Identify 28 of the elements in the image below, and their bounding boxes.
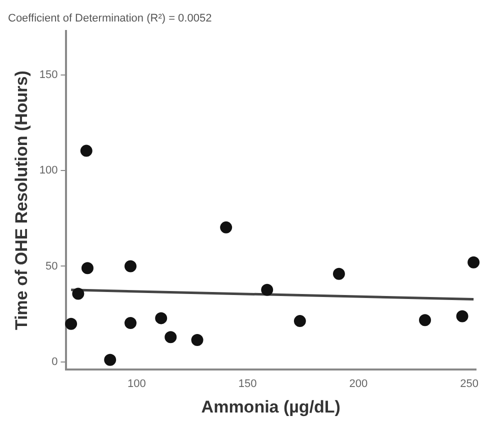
x-axis-title: Ammonia (µg/dL) bbox=[201, 397, 340, 416]
point bbox=[294, 315, 306, 328]
point bbox=[456, 310, 468, 322]
point bbox=[104, 354, 116, 366]
y-tick-label: 100 bbox=[39, 164, 58, 177]
point bbox=[261, 284, 274, 296]
point bbox=[191, 334, 204, 346]
y-tick-label: 0 bbox=[52, 356, 58, 368]
point bbox=[124, 260, 137, 272]
point bbox=[81, 262, 94, 274]
y-axis-title: Time of OHE Resolution (Hours) bbox=[12, 70, 31, 330]
point bbox=[155, 312, 168, 324]
x-tick-label: 250 bbox=[460, 378, 479, 390]
x-tick-label: 100 bbox=[128, 378, 146, 390]
chart-title: Coefficient of Determination (R²) = 0.0052 bbox=[8, 12, 212, 25]
point bbox=[332, 268, 345, 280]
point bbox=[124, 316, 137, 329]
x-tick-label: 200 bbox=[349, 378, 368, 390]
point bbox=[72, 288, 84, 300]
point bbox=[164, 331, 177, 344]
point bbox=[468, 256, 480, 268]
y-tick-label: 50 bbox=[46, 260, 58, 272]
point bbox=[65, 318, 78, 330]
point bbox=[418, 314, 431, 326]
y-tick-label: 150 bbox=[39, 69, 58, 82]
x-tick-label: 150 bbox=[238, 378, 257, 390]
point bbox=[80, 144, 92, 157]
point bbox=[220, 221, 232, 234]
